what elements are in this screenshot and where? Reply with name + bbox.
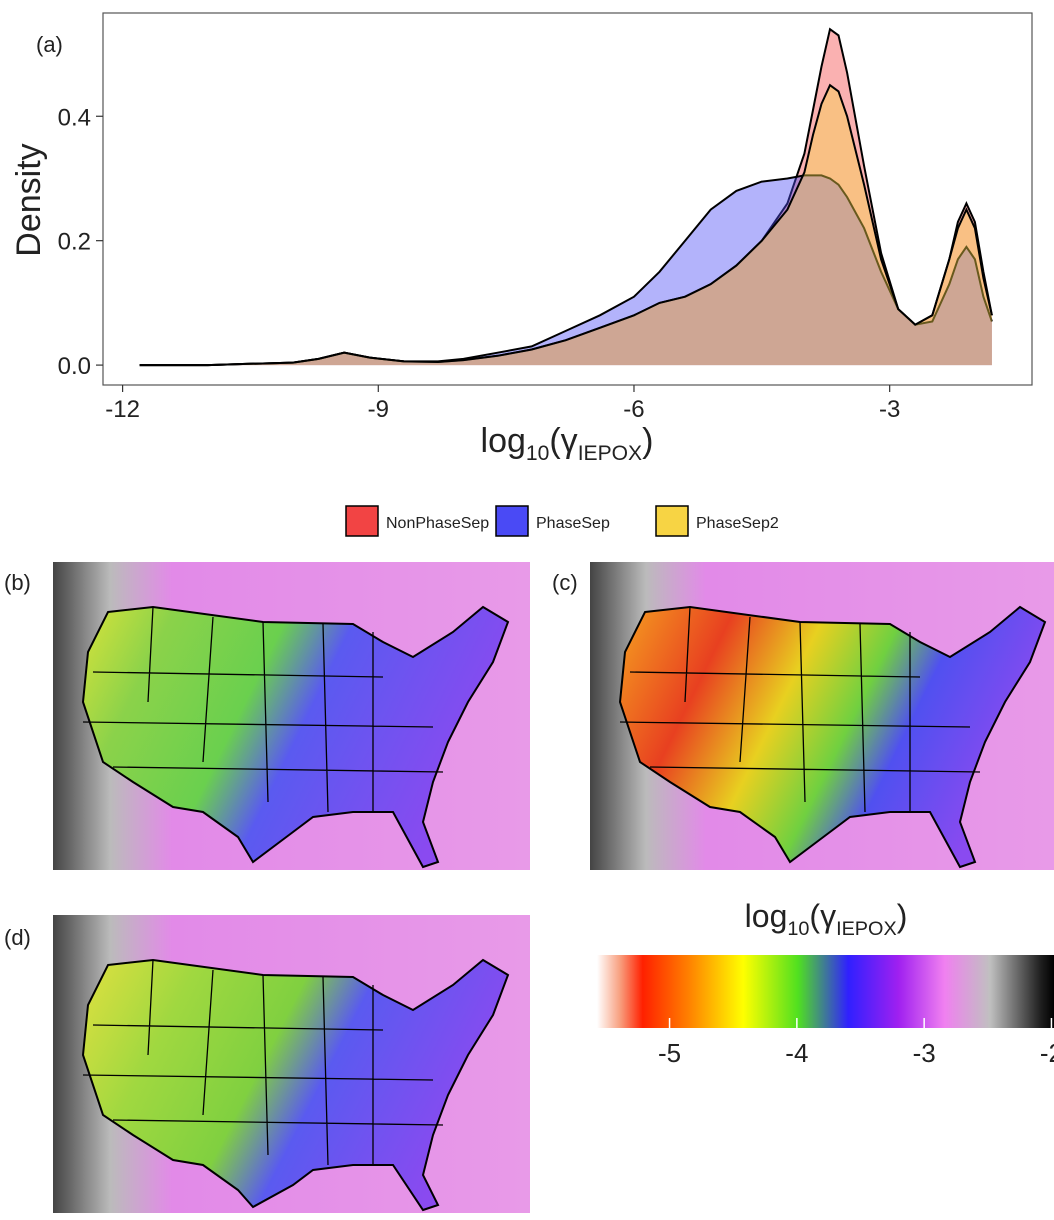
legend-swatch [495, 505, 529, 537]
legend-swatch [345, 505, 379, 537]
panel-label: (c) [552, 570, 578, 595]
x-tick-label: -6 [623, 396, 644, 423]
colorbar [597, 955, 1054, 1028]
density-area [139, 29, 992, 366]
plot-border [102, 12, 1033, 386]
y-tick-label: 0.2 [58, 229, 91, 256]
label-part: log [481, 422, 526, 460]
density-line [139, 83, 993, 367]
label-part: IEPOX [836, 918, 897, 940]
x-tick-label: -9 [368, 396, 389, 423]
map-d [53, 915, 530, 1213]
legend-label: NonPhaseSep [386, 515, 489, 532]
legend-swatch [655, 505, 689, 537]
panel-label: (a) [36, 32, 63, 57]
density-area [139, 85, 992, 366]
x-tick-label: -12 [105, 396, 140, 423]
legend-label: PhaseSep2 [696, 515, 779, 532]
label-part: 10 [526, 442, 549, 465]
y-tick-label: 0.0 [58, 353, 91, 380]
label-part: 10 [787, 918, 809, 940]
label-part: IEPOX [578, 442, 642, 465]
panel-label: (d) [4, 925, 31, 950]
legend-label: PhaseSep [536, 515, 610, 532]
colorbar-tick-label: -3 [913, 1038, 936, 1068]
colorbar-tick-label: -4 [785, 1038, 808, 1068]
colorbar-title: log10(γIEPOX) [745, 898, 908, 940]
map-b [53, 562, 530, 870]
y-tick-label: 0.4 [58, 104, 91, 131]
density-area [139, 175, 992, 366]
label-part: ) [897, 898, 908, 934]
colorbar-tick-label: -5 [658, 1038, 681, 1068]
y-axis-label: Density [10, 143, 48, 256]
label-part: ) [642, 422, 653, 460]
x-tick-label: -3 [879, 396, 900, 423]
label-part: (γ [809, 898, 836, 934]
x-axis-label: log10(γIEPOX) [481, 422, 654, 465]
colorbar-tick-label: -2 [1040, 1038, 1054, 1068]
map-c [590, 562, 1054, 870]
label-part: (γ [549, 422, 577, 460]
label-part: log [745, 898, 788, 934]
panel-label: (b) [4, 570, 31, 595]
